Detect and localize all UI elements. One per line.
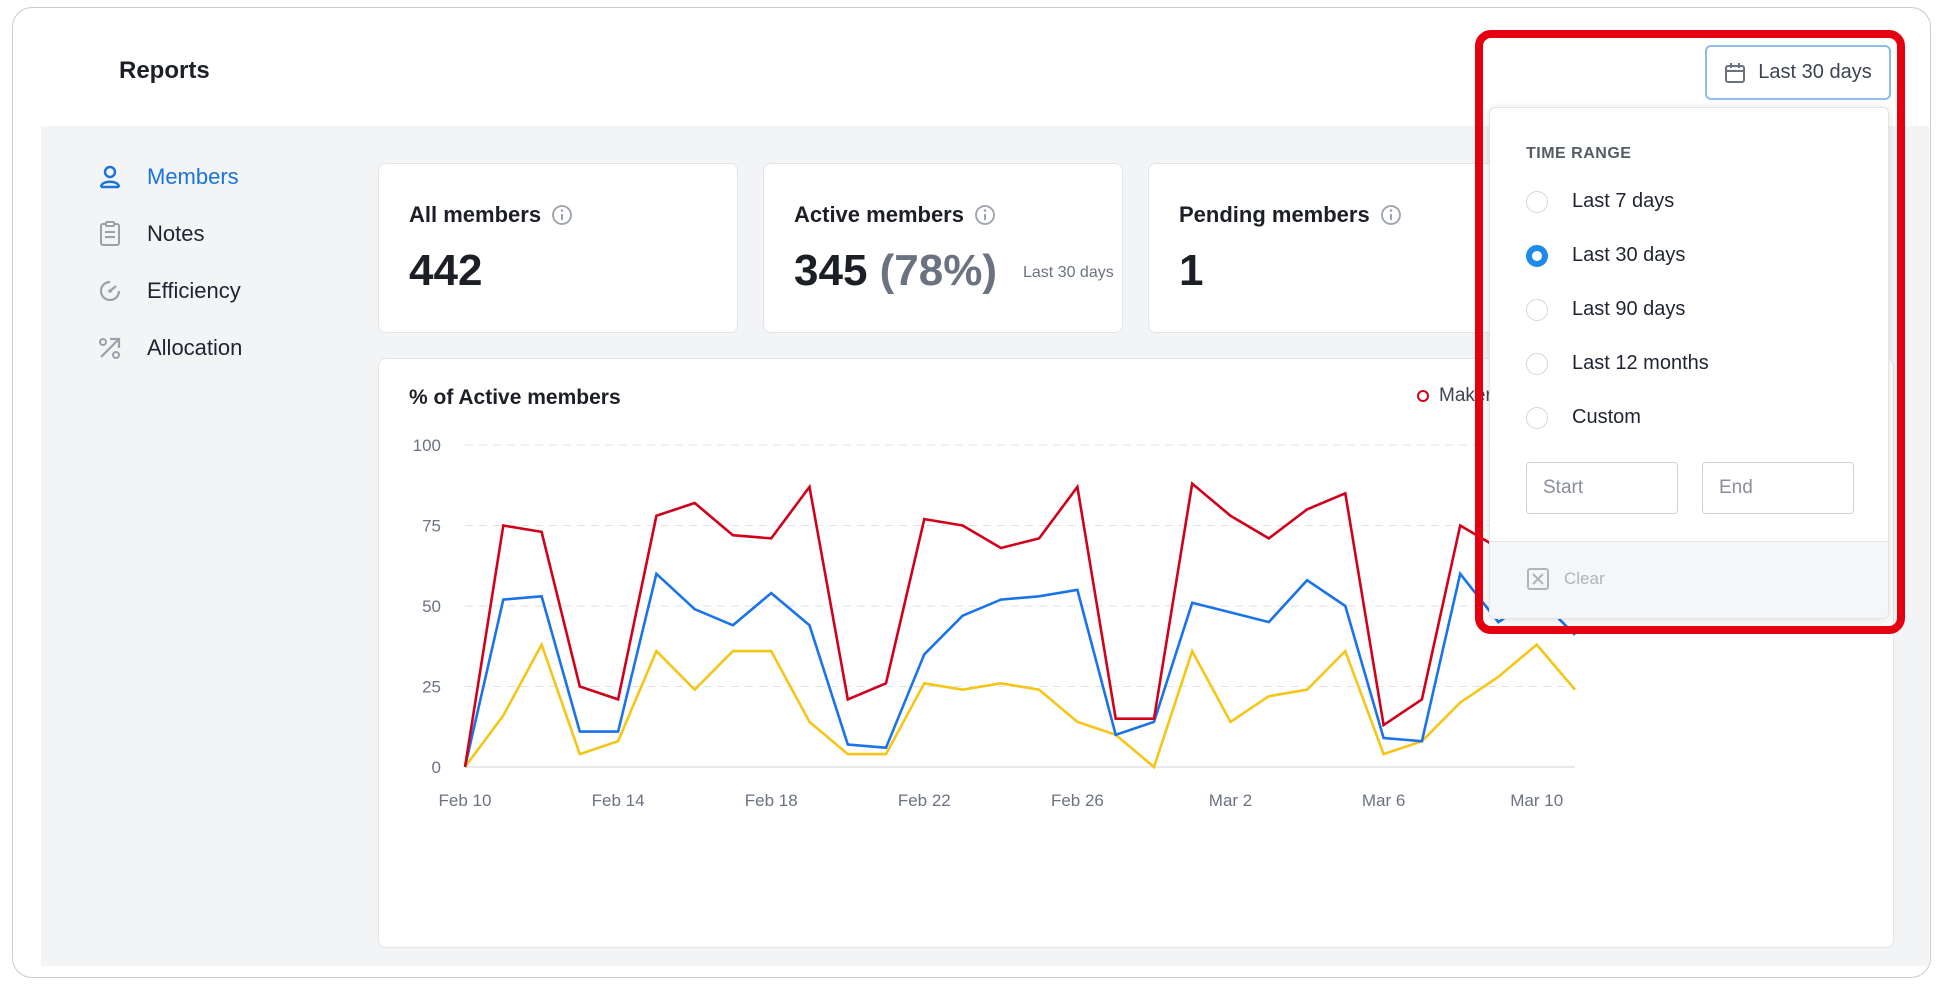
option-label: Last 30 days bbox=[1572, 244, 1686, 266]
stat-label-text: Active members bbox=[794, 202, 964, 227]
x-tick-label: Mar 10 bbox=[1510, 791, 1563, 810]
stat-card-active-members: Active members 345 (78%) Last 30 days bbox=[763, 163, 1123, 333]
date-range-button[interactable]: Last 30 days bbox=[1705, 45, 1891, 100]
date-range-label: Last 30 days bbox=[1758, 61, 1872, 83]
x-tick-label: Mar 2 bbox=[1209, 791, 1252, 810]
info-icon[interactable] bbox=[551, 204, 573, 226]
legend-marker bbox=[1417, 390, 1429, 402]
page-title: Reports bbox=[119, 57, 210, 84]
option-last-12-months[interactable]: Last 12 months bbox=[1526, 352, 1709, 375]
stat-value: 345 (78%) bbox=[794, 246, 997, 296]
option-last-30-days[interactable]: Last 30 days bbox=[1526, 244, 1685, 267]
sidebar-item-label: Allocation bbox=[147, 335, 243, 360]
radio-button[interactable] bbox=[1526, 352, 1548, 375]
sidebar-item-allocation[interactable]: Allocation bbox=[97, 335, 242, 361]
option-label: Custom bbox=[1572, 406, 1641, 428]
sidebar-item-notes[interactable]: Notes bbox=[97, 221, 204, 247]
info-icon[interactable] bbox=[974, 204, 996, 226]
option-custom[interactable]: Custom bbox=[1526, 406, 1641, 429]
dropdown-footer: Clear bbox=[1490, 541, 1888, 618]
stat-value: 1 bbox=[1179, 246, 1204, 295]
radio-button[interactable] bbox=[1526, 298, 1548, 321]
clear-label: Clear bbox=[1564, 569, 1605, 588]
stat-label-text: All members bbox=[409, 202, 542, 227]
stat-label-text: Pending members bbox=[1179, 202, 1370, 227]
radio-button-checked[interactable] bbox=[1526, 244, 1548, 267]
sidebar-item-label: Efficiency bbox=[147, 278, 241, 303]
stat-card-all-members: All members 442 bbox=[378, 163, 738, 333]
series-line[interactable] bbox=[463, 641, 1576, 770]
stat-percentage: (78%) bbox=[879, 246, 998, 295]
clear-button[interactable]: Clear bbox=[1526, 567, 1605, 591]
radio-button[interactable] bbox=[1526, 190, 1548, 213]
x-tick-label: Feb 14 bbox=[592, 791, 645, 810]
members-icon bbox=[99, 165, 121, 189]
y-tick-label: 75 bbox=[422, 517, 441, 536]
chart-title: % of Active members bbox=[409, 386, 621, 409]
y-tick-label: 100 bbox=[413, 436, 441, 455]
allocation-icon bbox=[99, 337, 121, 359]
clear-icon bbox=[1527, 568, 1549, 590]
stat-number: 345 bbox=[794, 246, 868, 295]
stat-card-pending-members: Pending members 1 bbox=[1148, 163, 1508, 333]
efficiency-icon bbox=[99, 280, 121, 302]
stat-label: All members bbox=[409, 202, 573, 228]
x-tick-label: Mar 6 bbox=[1362, 791, 1405, 810]
sidebar-item-label: Notes bbox=[147, 221, 205, 246]
line-chart: 0 25 50 75 100 Feb 10 Feb 14 Feb 18 Feb 22 Feb 26… bbox=[413, 436, 1576, 810]
option-last-90-days[interactable]: Last 90 days bbox=[1526, 298, 1685, 321]
option-last-7-days[interactable]: Last 7 days bbox=[1526, 190, 1674, 213]
series-line[interactable] bbox=[463, 570, 1576, 768]
start-date-input[interactable] bbox=[1526, 462, 1678, 514]
sidebar-item-efficiency[interactable]: Efficiency bbox=[97, 278, 241, 304]
sidebar-item-members[interactable]: Members bbox=[97, 164, 239, 190]
option-label: Last 90 days bbox=[1572, 298, 1686, 320]
x-tick-label: Feb 26 bbox=[1051, 791, 1104, 810]
option-label: Last 12 months bbox=[1572, 352, 1709, 374]
notes-icon bbox=[100, 221, 120, 246]
series-line[interactable] bbox=[463, 481, 1576, 768]
stat-value: 442 bbox=[409, 246, 483, 295]
option-label: Last 7 days bbox=[1572, 190, 1675, 212]
x-tick-label: Feb 10 bbox=[439, 791, 492, 810]
radio-button[interactable] bbox=[1526, 406, 1548, 429]
stat-label: Active members bbox=[794, 202, 996, 228]
info-icon[interactable] bbox=[1380, 204, 1402, 226]
sidebar-item-label: Members bbox=[147, 164, 239, 189]
stat-label: Pending members bbox=[1179, 202, 1402, 228]
dropdown-heading: TIME RANGE bbox=[1526, 145, 1632, 162]
y-tick-label: 50 bbox=[422, 597, 441, 616]
calendar-icon bbox=[1725, 62, 1746, 83]
y-tick-label: 25 bbox=[422, 678, 441, 697]
app-window: Reports Last 30 days Members bbox=[12, 7, 1931, 978]
x-tick-label: Feb 18 bbox=[745, 791, 798, 810]
time-range-dropdown: TIME RANGE Last 7 days Last 30 days Last… bbox=[1489, 107, 1889, 619]
x-tick-label: Feb 22 bbox=[898, 791, 951, 810]
end-date-input[interactable] bbox=[1702, 462, 1854, 514]
stat-period-note: Last 30 days bbox=[1023, 264, 1114, 281]
y-tick-label: 0 bbox=[432, 758, 441, 777]
